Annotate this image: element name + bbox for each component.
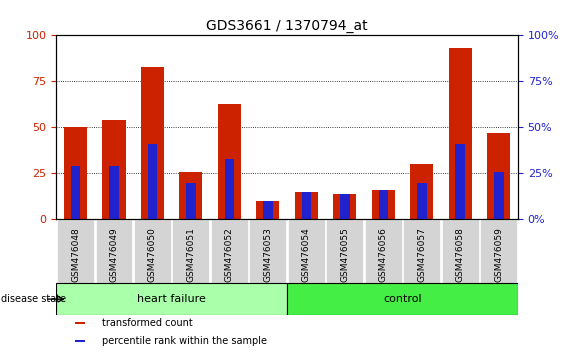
Text: transformed count: transformed count [102, 318, 193, 328]
Text: GSM476053: GSM476053 [263, 227, 272, 282]
Text: GSM476049: GSM476049 [110, 227, 118, 282]
Title: GDS3661 / 1370794_at: GDS3661 / 1370794_at [206, 19, 368, 33]
Bar [141, 67, 164, 219]
Bar [109, 166, 119, 219]
Bar [442, 219, 479, 283]
Bar [172, 219, 209, 283]
Bar [75, 322, 85, 324]
Text: GSM476051: GSM476051 [186, 227, 195, 282]
Bar [365, 219, 402, 283]
Bar [327, 219, 363, 283]
Bar [218, 103, 241, 219]
Bar [75, 341, 85, 342]
Bar [56, 283, 287, 315]
Text: control: control [383, 294, 422, 304]
Bar [487, 133, 510, 219]
Text: disease state: disease state [1, 294, 66, 304]
Bar [225, 159, 234, 219]
Bar [295, 192, 318, 219]
Bar [403, 219, 440, 283]
Text: GSM476052: GSM476052 [225, 227, 234, 282]
Text: GSM476058: GSM476058 [456, 227, 464, 282]
Bar [249, 219, 287, 283]
Bar [287, 283, 518, 315]
Bar [372, 190, 395, 219]
Text: GSM476056: GSM476056 [379, 227, 388, 282]
Bar [302, 192, 311, 219]
Bar [449, 48, 472, 219]
Text: GSM476050: GSM476050 [148, 227, 157, 282]
Text: heart failure: heart failure [137, 294, 206, 304]
Bar [494, 172, 503, 219]
Text: GSM476057: GSM476057 [417, 227, 426, 282]
Bar [410, 164, 434, 219]
Bar [211, 219, 248, 283]
Bar [263, 201, 272, 219]
Bar [288, 219, 325, 283]
Bar [134, 219, 171, 283]
Bar [96, 219, 132, 283]
Bar [186, 183, 196, 219]
Text: percentile rank within the sample: percentile rank within the sample [102, 336, 267, 346]
Bar [71, 166, 81, 219]
Bar [180, 172, 203, 219]
Text: GSM476055: GSM476055 [341, 227, 349, 282]
Text: GSM476054: GSM476054 [302, 227, 311, 282]
Bar [417, 183, 427, 219]
Bar [480, 219, 517, 283]
Text: GSM476048: GSM476048 [71, 227, 80, 282]
Bar [256, 201, 279, 219]
Bar [64, 127, 87, 219]
Bar [455, 144, 465, 219]
Bar [333, 194, 356, 219]
Text: GSM476059: GSM476059 [494, 227, 503, 282]
Bar [57, 219, 94, 283]
Bar [340, 194, 350, 219]
Bar [378, 190, 388, 219]
Bar [102, 120, 126, 219]
Bar [148, 144, 157, 219]
